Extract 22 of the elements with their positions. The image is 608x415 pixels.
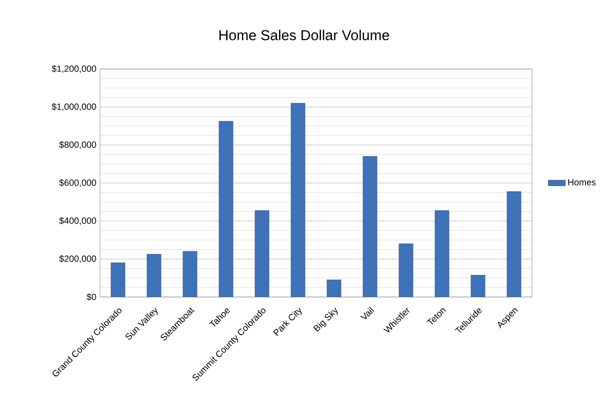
bar <box>110 262 126 297</box>
bar <box>506 191 522 297</box>
bar <box>362 156 378 297</box>
y-tick-label: $1,000,000 <box>52 103 96 111</box>
bar <box>182 251 198 297</box>
y-tick-label: $400,000 <box>59 217 96 225</box>
bar <box>434 210 450 297</box>
y-tick-label: $800,000 <box>59 141 96 149</box>
bar <box>290 102 306 297</box>
bar <box>218 121 234 297</box>
y-tick-label: $600,000 <box>59 179 96 187</box>
bar <box>146 254 162 297</box>
y-tick-label: $1,200,000 <box>52 65 96 73</box>
x-tick-label: Big Sky <box>313 308 338 332</box>
y-tick-label: $0 <box>86 293 96 301</box>
y-tick-label: $200,000 <box>59 255 96 263</box>
bar <box>398 244 414 297</box>
bar <box>326 280 342 297</box>
legend-label: Homes <box>568 179 596 186</box>
x-tick-label: Vail <box>360 306 374 320</box>
chart-title: Home Sales Dollar Volume <box>219 30 390 40</box>
bar <box>254 210 270 297</box>
